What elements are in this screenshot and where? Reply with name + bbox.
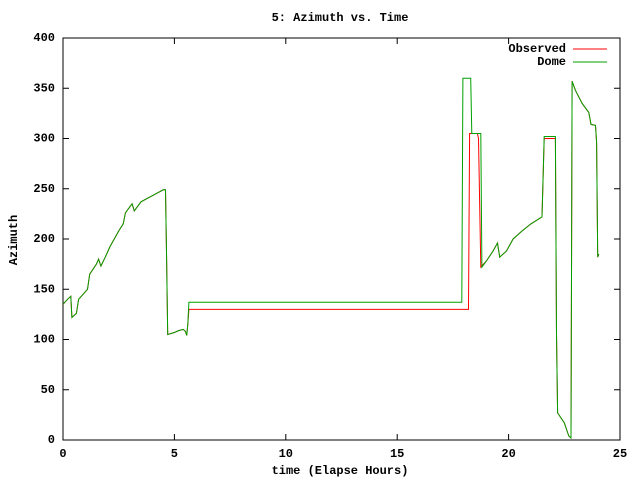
y-axis-label: Azimuth — [7, 215, 21, 265]
y-tick-label: 400 — [33, 31, 55, 45]
x-tick-label: 25 — [613, 447, 627, 461]
x-tick-label: 20 — [501, 447, 515, 461]
x-axis-label: time (Elapse Hours) — [272, 464, 409, 478]
x-tick-label: 15 — [390, 447, 404, 461]
y-tick-label: 350 — [33, 81, 55, 95]
y-tick-label: 150 — [33, 282, 55, 296]
y-tick-label: 250 — [33, 182, 55, 196]
y-tick-label: 100 — [33, 333, 55, 347]
x-tick-label: 5 — [171, 447, 178, 461]
y-tick-label: 300 — [33, 132, 55, 146]
y-tick-label: 200 — [33, 232, 55, 246]
legend-label: Observed — [508, 42, 566, 56]
y-tick-label: 50 — [41, 383, 55, 397]
y-tick-label: 0 — [48, 433, 55, 447]
legend-label: Dome — [537, 55, 566, 69]
x-tick-label: 10 — [279, 447, 293, 461]
chart-title: 5: Azimuth vs. Time — [272, 11, 409, 25]
x-tick-label: 0 — [59, 447, 66, 461]
series-line — [62, 77, 600, 440]
